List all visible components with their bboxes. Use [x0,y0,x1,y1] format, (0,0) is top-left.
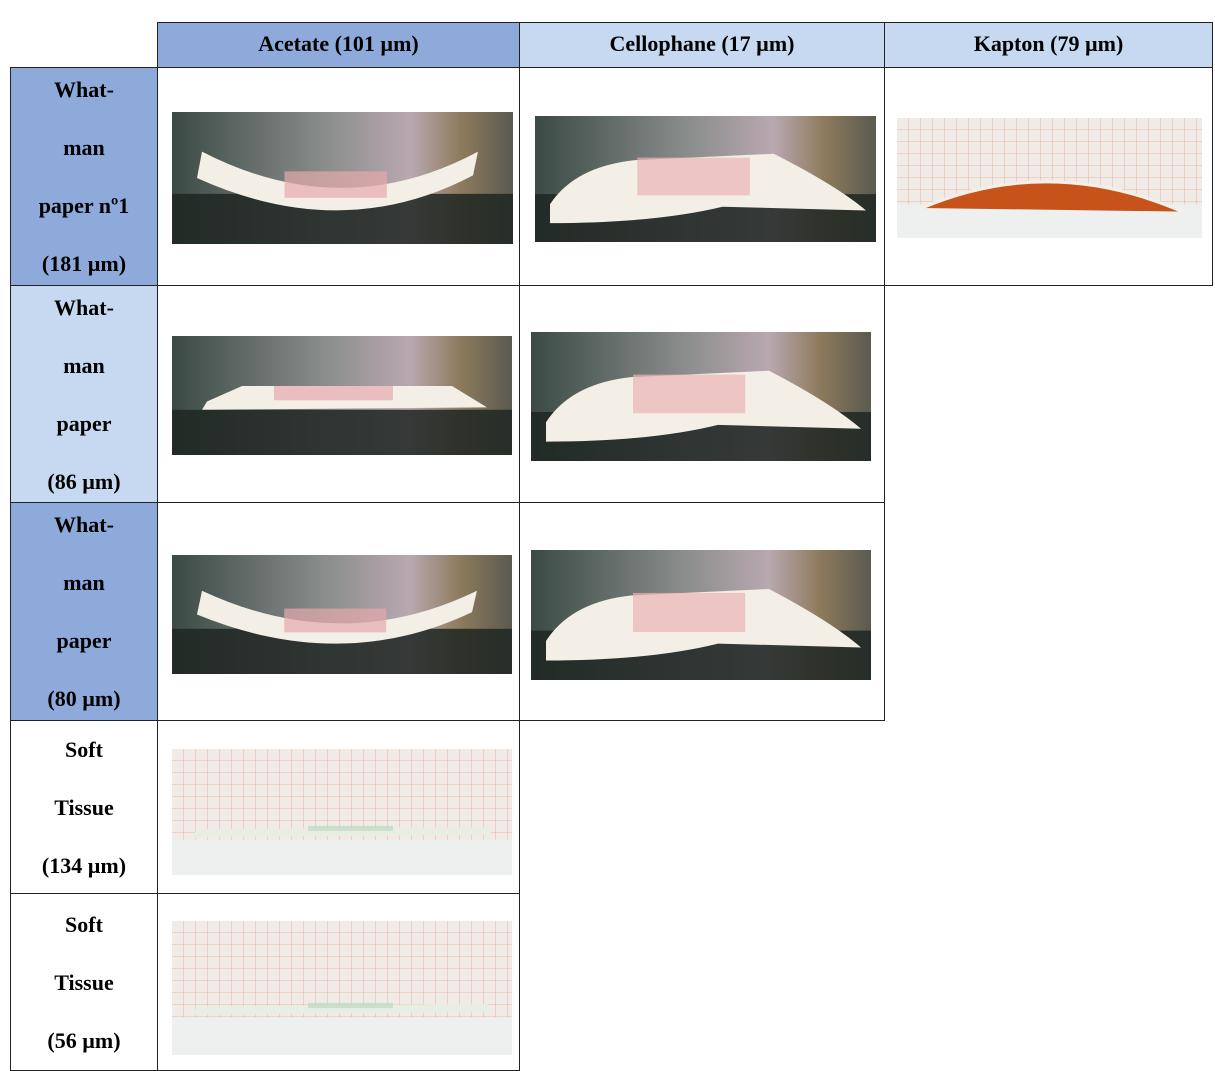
photo [531,550,871,680]
row-header-text: man [11,135,157,161]
row-header-text: What- [11,77,157,103]
row-header-text: Soft [11,737,157,763]
row-header-text: (56 µm) [11,1028,157,1054]
row-header-text: What- [11,295,157,321]
header-text: Acetate (101 µm) [158,31,519,57]
row-header: Soft Tissue (56 µm) [10,893,158,1071]
row-header-text: paper [11,411,157,437]
photo [535,116,876,242]
page: Acetate (101 µm)Cellophane (17 µm)Kapton… [0,0,1215,1068]
row-header-text: (86 µm) [11,469,157,495]
row-header: Soft Tissue (134 µm) [10,720,158,894]
row-header-text: paper [11,628,157,654]
row-header-text: What- [11,512,157,538]
row-header-text: (181 µm) [11,251,157,277]
row-header-text: man [11,570,157,596]
header-text: Kapton (79 µm) [885,31,1212,57]
row-header-text: Tissue [11,970,157,996]
photo [531,332,871,461]
row-header: What-man paper (86 µm) [10,285,158,503]
row-header-text: Soft [11,912,157,938]
row-header-text: man [11,353,157,379]
photo [172,112,513,244]
photo [897,118,1202,238]
row-header-text: (80 µm) [11,686,157,712]
row-header: What-man paper (80 µm) [10,502,158,721]
photo [172,555,512,674]
column-header: Kapton (79 µm) [884,22,1213,68]
photo [172,749,512,875]
row-header-text: Tissue [11,795,157,821]
photo [172,336,512,455]
photo [172,921,512,1055]
row-header-text: paper nº1 [11,193,157,219]
row-header-text: (134 µm) [11,853,157,879]
column-header: Cellophane (17 µm) [519,22,885,68]
header-text: Cellophane (17 µm) [520,31,884,57]
row-header: What-man paper nº1 (181 µm) [10,67,158,286]
column-header: Acetate (101 µm) [157,22,520,68]
